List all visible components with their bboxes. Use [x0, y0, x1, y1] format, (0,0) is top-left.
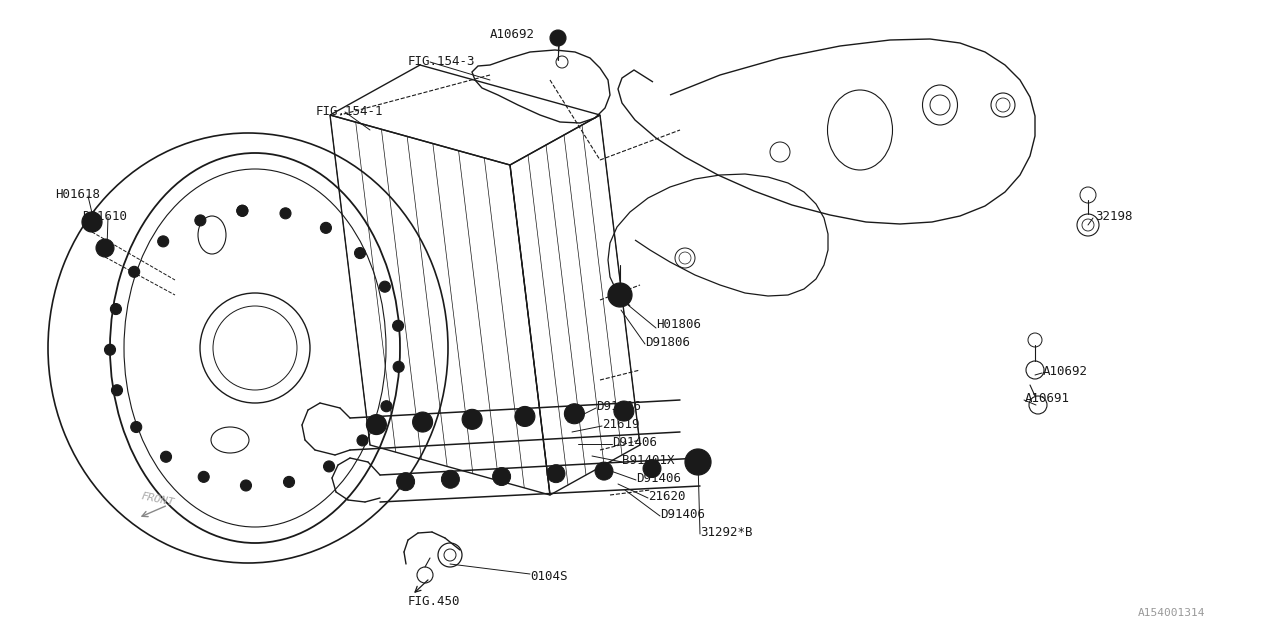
Circle shape	[357, 435, 369, 446]
Text: A154001314: A154001314	[1138, 608, 1206, 618]
Circle shape	[195, 215, 206, 226]
Circle shape	[355, 248, 366, 259]
Circle shape	[643, 460, 660, 477]
Text: H01806: H01806	[657, 318, 701, 331]
Circle shape	[595, 462, 613, 480]
Circle shape	[131, 422, 142, 433]
Text: FIG.450: FIG.450	[408, 595, 461, 608]
Circle shape	[381, 401, 392, 412]
Circle shape	[393, 320, 403, 332]
Circle shape	[397, 472, 415, 491]
Circle shape	[105, 344, 115, 355]
Circle shape	[550, 30, 566, 46]
Circle shape	[129, 266, 140, 277]
Text: FRONT: FRONT	[140, 492, 175, 508]
Text: D91610: D91610	[82, 210, 127, 223]
Circle shape	[379, 281, 390, 292]
Circle shape	[237, 205, 248, 216]
Circle shape	[564, 404, 585, 424]
Circle shape	[160, 451, 172, 462]
Text: FIG.154-1: FIG.154-1	[316, 105, 384, 118]
Circle shape	[685, 449, 710, 475]
Circle shape	[320, 222, 332, 234]
Text: A10692: A10692	[490, 28, 535, 41]
Text: 32198: 32198	[1094, 210, 1133, 223]
Text: 21619: 21619	[602, 418, 640, 431]
Circle shape	[412, 412, 433, 432]
Circle shape	[393, 362, 404, 372]
Circle shape	[157, 236, 169, 247]
Circle shape	[96, 239, 114, 257]
Circle shape	[366, 415, 387, 435]
Text: FIG.154-3: FIG.154-3	[408, 55, 475, 68]
Circle shape	[110, 303, 122, 314]
Text: 21620: 21620	[648, 490, 686, 503]
Text: D91406: D91406	[660, 508, 705, 521]
Circle shape	[608, 283, 632, 307]
Text: 31292*B: 31292*B	[700, 526, 753, 539]
Circle shape	[462, 410, 483, 429]
Circle shape	[198, 471, 209, 483]
Text: D91406: D91406	[636, 472, 681, 485]
Text: D91406: D91406	[596, 400, 641, 413]
Circle shape	[284, 476, 294, 488]
Text: D91806: D91806	[645, 336, 690, 349]
Circle shape	[324, 461, 334, 472]
Text: A10691: A10691	[1025, 392, 1070, 405]
Circle shape	[111, 385, 123, 396]
Circle shape	[280, 208, 291, 219]
Text: H01618: H01618	[55, 188, 100, 201]
Circle shape	[515, 406, 535, 426]
Text: D91406: D91406	[612, 436, 657, 449]
Circle shape	[493, 468, 511, 486]
Circle shape	[241, 480, 251, 491]
Circle shape	[442, 470, 460, 488]
Circle shape	[237, 205, 248, 216]
Circle shape	[614, 401, 634, 421]
Circle shape	[82, 212, 102, 232]
Text: A10692: A10692	[1043, 365, 1088, 378]
Text: 0104S: 0104S	[530, 570, 567, 583]
Circle shape	[547, 465, 564, 483]
Text: B91401X: B91401X	[622, 454, 675, 467]
